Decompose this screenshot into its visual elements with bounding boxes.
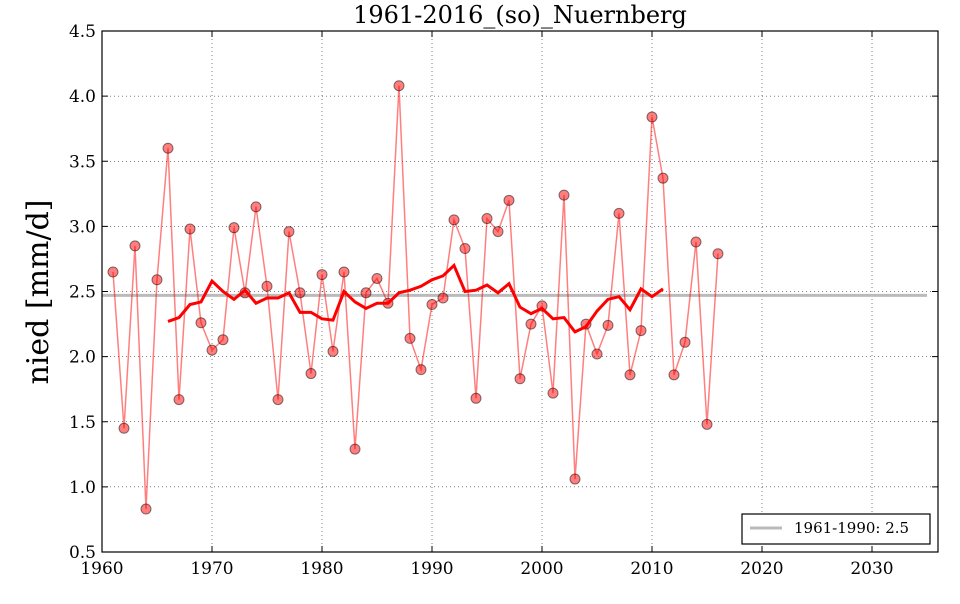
annual-point [481, 213, 493, 225]
plot-frame [101, 30, 939, 553]
annual-point [261, 280, 273, 292]
x-tick-label: 1990 [410, 559, 453, 579]
annual-point [503, 194, 515, 206]
annual-point [184, 223, 196, 235]
annual-point [360, 287, 372, 299]
annual-point [118, 422, 130, 434]
annual-point [679, 336, 691, 348]
y-tick-label: 3.5 [69, 152, 96, 172]
annual-point [283, 226, 295, 238]
annual-point [657, 172, 669, 184]
marks [102, 80, 927, 515]
annual-point [305, 368, 317, 380]
y-tick-label: 2.0 [69, 348, 96, 368]
annual-point [140, 503, 152, 515]
x-tick-label: 2000 [520, 559, 563, 579]
annual-point [415, 364, 427, 376]
annual-point [525, 318, 537, 330]
annual-point [217, 334, 229, 346]
x-tick-label: 1960 [80, 559, 123, 579]
annual-point [701, 418, 713, 430]
annual-point [690, 236, 702, 248]
annual-point [129, 240, 141, 252]
x-tick-label: 2010 [630, 559, 673, 579]
annual-point [470, 392, 482, 404]
annual-point [459, 243, 471, 255]
annual-point [591, 348, 603, 360]
y-axis-label: nied [mm/d] [21, 199, 56, 384]
annual-point [437, 292, 449, 304]
annual-point [492, 226, 504, 238]
y-tick-label: 1.5 [69, 413, 96, 433]
annual-point [206, 344, 218, 356]
annual-point [404, 332, 416, 344]
annual-point [371, 272, 383, 284]
chart-title: 1961-2016_(so)_Nuernberg [353, 1, 687, 29]
y-tick-label: 4.0 [69, 87, 96, 107]
x-tick-label: 2030 [850, 559, 893, 579]
annual-point [646, 111, 658, 123]
legend: 1961-1990: 2.5 [741, 513, 931, 545]
annual-point [668, 369, 680, 381]
legend-label: 1961-1990: 2.5 [794, 519, 909, 537]
annual-point [107, 266, 119, 278]
y-tick-label: 4.5 [69, 22, 96, 42]
annual-point [547, 387, 559, 399]
x-tick-label: 1980 [300, 559, 343, 579]
annual-point [338, 266, 350, 278]
annual-point [272, 394, 284, 406]
annual-point [173, 394, 185, 406]
annual-point [327, 345, 339, 357]
x-tick-label: 2020 [740, 559, 783, 579]
x-tick-label: 1970 [190, 559, 233, 579]
annual-point [349, 443, 361, 455]
annual-point [613, 207, 625, 219]
y-tick-label: 1.0 [69, 478, 96, 498]
annual-point [712, 248, 724, 260]
annual-point [162, 142, 174, 154]
y-tick-label: 3.0 [69, 217, 96, 237]
annual-point [228, 222, 240, 234]
annual-point [514, 373, 526, 385]
annual-point [635, 325, 647, 337]
moving-average-line [167, 262, 664, 334]
ticks: 1960 1970 1980 1990 2000 2010 2020 2030 0.5 1.0 1.… [69, 22, 938, 579]
y-tick-label: 2.5 [69, 283, 96, 303]
annual-point [558, 189, 570, 201]
annual-point [624, 369, 636, 381]
annual-point [393, 80, 405, 92]
annual-point [448, 214, 460, 226]
annual-point [250, 201, 262, 213]
annual-point [294, 287, 306, 299]
y-tick-label: 0.5 [69, 543, 96, 563]
annual-point [426, 299, 438, 311]
annual-point [602, 319, 614, 331]
annual-point [195, 317, 207, 329]
annual-point [151, 274, 163, 286]
annual-point [569, 473, 581, 485]
annual-point [316, 269, 328, 281]
